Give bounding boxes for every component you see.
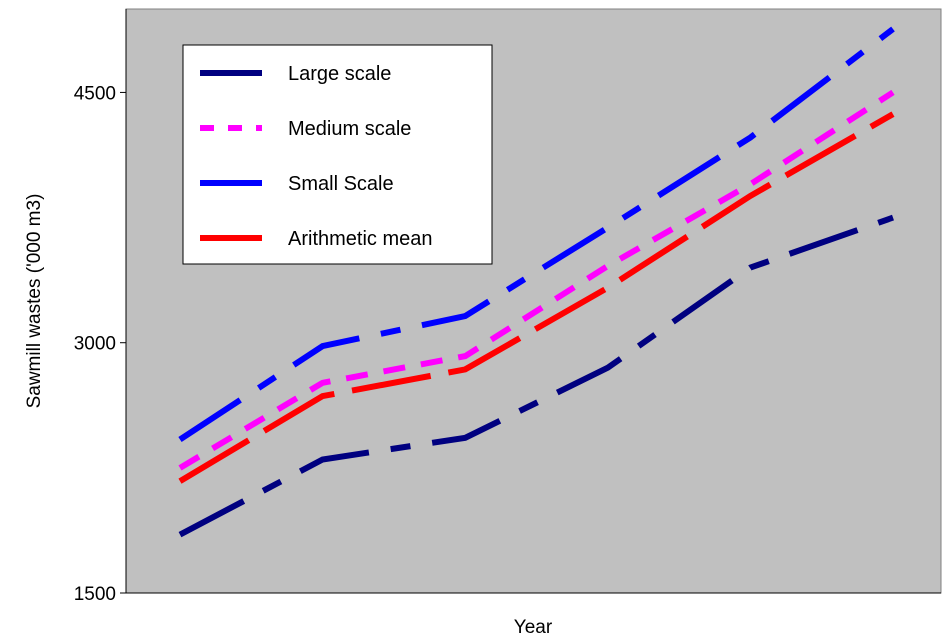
legend-label: Small Scale [288,173,394,195]
legend-items: Large scale Medium scale Small Scale Arithm… [200,63,433,250]
legend-label: Arithmetic mean [288,228,433,250]
series-layer [178,26,895,538]
y-tick-label: 1500 [74,584,116,605]
y-tick-label: 4500 [74,83,116,104]
series-line-small-scale [178,26,895,443]
legend-box [182,44,493,265]
y-axis-title: Sawmill wastes ('000 m3) [24,194,45,409]
x-axis-title: Year [514,617,553,638]
legend-label: Medium scale [288,118,411,140]
series-line-medium-scale [178,89,895,471]
series-line-arithmetic-mean [178,111,895,484]
y-ticks: 1500 3000 4500 [74,83,126,605]
y-tick-label: 3000 [74,334,116,355]
legend-label: Large scale [288,63,391,85]
legend: Large scale Medium scale Small Scale Arithm… [182,44,493,265]
series-line-large-scale [178,214,894,538]
